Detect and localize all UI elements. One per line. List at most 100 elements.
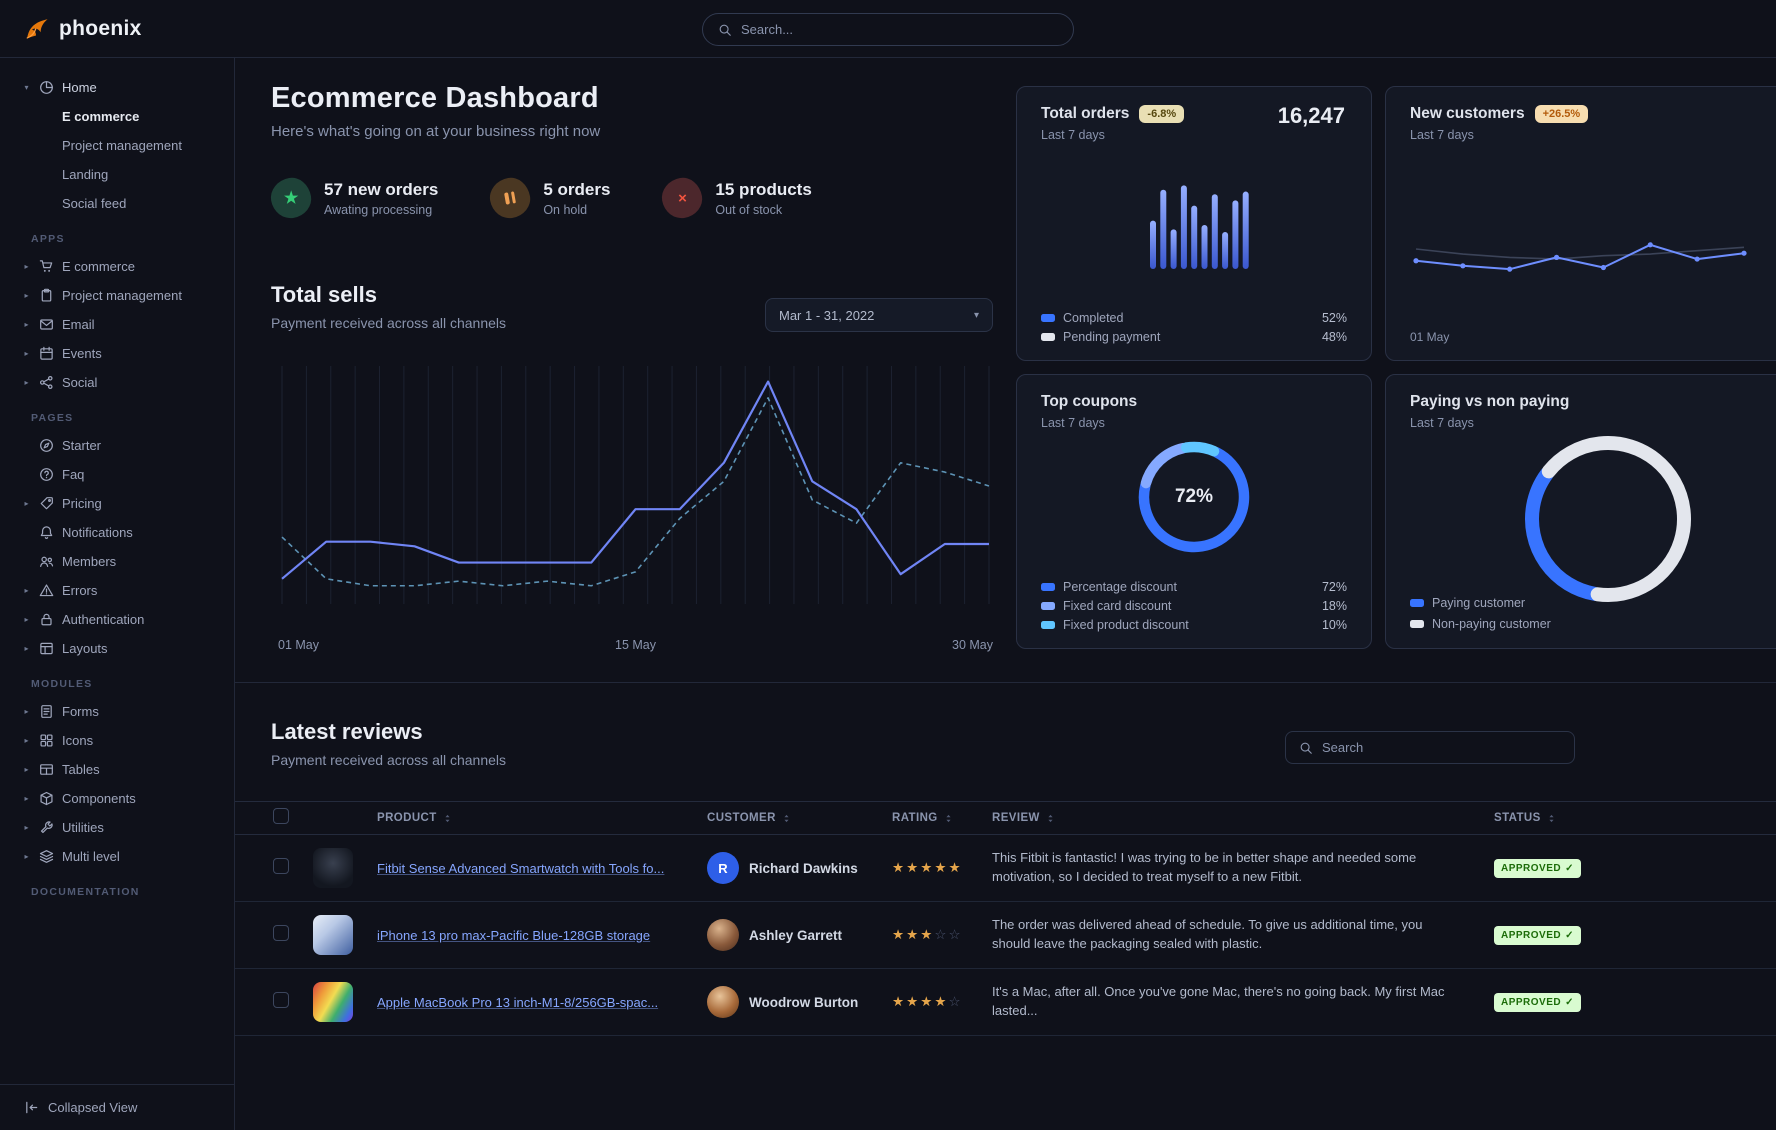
status-badge: APPROVED ✓ [1494,993,1582,1012]
sidebar-item-pricing[interactable]: ▸ Pricing [0,489,234,518]
avatar: R [707,852,739,884]
sidebar-item-social-feed[interactable]: Social feed [62,196,127,211]
row-checkbox[interactable] [273,924,289,941]
sidebar-item-members[interactable]: Members [0,547,234,576]
sidebar-item-components[interactable]: ▸ Components [0,784,234,813]
star-filled-icon: ★ [892,860,907,875]
card-period: Last 7 days [1410,128,1474,142]
orders-bar-chart [1150,185,1249,269]
sidebar-item-label: Events [62,346,102,361]
column-header-product[interactable]: PRODUCT [377,812,707,824]
legend-marker [1041,332,1055,341]
product-thumbnail[interactable] [313,848,353,888]
sidebar-item-landing[interactable]: Landing [62,167,109,182]
page-title: Ecommerce Dashboard [271,82,599,114]
chevron-right-icon: ▸ [24,291,29,300]
sidebar-item-label: Project management [62,288,182,303]
sidebar-item-notifications[interactable]: Notifications [0,518,234,547]
collapsed-view-toggle[interactable]: Collapsed View [0,1084,234,1130]
sidebar-item-project-management[interactable]: ▸ Project management [0,281,234,310]
row-checkbox[interactable] [273,857,289,874]
sidebar-item-social[interactable]: ▸ Social [0,368,234,397]
card-title: Top coupons [1041,393,1138,410]
star-icon: ★ [267,174,315,222]
sidebar-item-label: Forms [62,704,99,719]
sidebar-item-tables[interactable]: ▸ Tables [0,755,234,784]
page-header: Ecommerce Dashboard Here's what's going … [271,82,600,140]
select-all-checkbox[interactable] [273,807,289,824]
mail-icon [39,317,54,332]
stat-new-orders: ★ 57 new orders Awating processing [267,174,438,222]
stat-orders-on-hold: 5 orders On hold [487,174,610,222]
sidebar-item-starter[interactable]: Starter [0,431,234,460]
chevron-right-icon: ▸ [24,707,29,716]
chevron-right-icon: ▸ [24,823,29,832]
sidebar-item-faq[interactable]: Faq [0,460,234,489]
rating-stars: ★★★★★ [892,860,992,876]
reviews-search-input[interactable]: Search [1285,731,1575,764]
sidebar-item-multi-level[interactable]: ▸ Multi level [0,842,234,871]
clipboard-icon [39,288,54,303]
question-icon [39,467,54,482]
legend-marker [1041,313,1055,322]
total-sells-x-axis: 01 May 15 May 30 May [278,638,993,652]
product-thumbnail[interactable] [313,915,353,955]
sidebar-item-email[interactable]: ▸ Email [0,310,234,339]
brand-logo[interactable]: phoenix [24,16,142,42]
stat-caption: Awating processing [324,202,433,217]
legend-item: Pending payment 48% [1041,327,1347,346]
column-header-status[interactable]: STATUS [1494,812,1644,824]
date-range-select[interactable]: Mar 1 - 31, 2022 ▾ [765,298,993,332]
sidebar-item-e-commerce[interactable]: ▸ E commerce [0,252,234,281]
chevron-down-icon: ▾ [973,309,979,321]
sidebar-item-forms[interactable]: ▸ Forms [0,697,234,726]
sidebar-item-label: Notifications [62,525,133,540]
star-filled-icon: ★ [948,860,963,875]
calendar-icon [39,346,54,361]
legend-value: 52% [1321,310,1347,325]
coupons-donut-chart: 72% [1136,439,1252,555]
sidebar-section-title: DOCUMENTATION [31,886,140,898]
star-filled-icon: ★ [934,994,949,1009]
sidebar-item-e-commerce[interactable]: E commerce [62,109,140,124]
sidebar-item-authentication[interactable]: ▸ Authentication [0,605,234,634]
legend-item: Fixed card discount 18% [1041,596,1347,615]
global-search-input[interactable]: Search... [702,13,1074,46]
row-checkbox[interactable] [273,991,289,1008]
legend-label: Percentage discount [1063,579,1177,594]
sidebar-item-label: Home [62,79,97,95]
column-header-rating[interactable]: RATING [892,812,992,824]
column-header-review[interactable]: REVIEW [992,812,1494,824]
sidebar-item-errors[interactable]: ▸ Errors [0,576,234,605]
chevron-right-icon: ▸ [24,644,29,653]
product-link[interactable]: Fitbit Sense Advanced Smartwatch with To… [377,860,665,876]
sidebar-item-utilities[interactable]: ▸ Utilities [0,813,234,842]
sidebar-section-title: APPS [31,233,65,245]
product-thumbnail[interactable] [313,982,353,1022]
wrench-icon [39,820,54,835]
donut-center-label: 72% [1174,486,1214,507]
sidebar-item-icons[interactable]: ▸ Icons [0,726,234,755]
sidebar-item-home[interactable]: ▾ Home [0,72,234,102]
check-icon: ✓ [1565,997,1575,1008]
sidebar-item-layouts[interactable]: ▸ Layouts [0,634,234,663]
change-badge: +26.5% [1534,105,1589,123]
stat-caption: On hold [543,202,588,217]
legend-value: 10% [1321,617,1347,632]
total-sells-subtitle: Payment received across all channels [271,315,507,331]
table-row: iPhone 13 pro max-Pacific Blue-128GB sto… [235,902,1776,969]
collapse-sidebar-icon [24,1100,39,1115]
sidebar-item-project-management[interactable]: Project management [62,138,182,153]
sidebar-item-events[interactable]: ▸ Events [0,339,234,368]
date-range-value: Mar 1 - 31, 2022 [779,307,875,323]
product-link[interactable]: iPhone 13 pro max-Pacific Blue-128GB sto… [377,927,651,943]
sort-icon [442,813,453,824]
chevron-right-icon: ▸ [24,320,29,329]
sidebar-item-label: Tables [62,762,100,777]
check-icon: ✓ [1565,930,1575,941]
product-link[interactable]: Apple MacBook Pro 13 inch-M1-8/256GB-spa… [377,994,659,1010]
top-coupons-card: Top coupons Last 7 days 72% Percentage d… [1016,374,1372,649]
column-header-customer[interactable]: CUSTOMER [707,812,892,824]
legend-marker [1041,601,1055,610]
sidebar-section-title: PAGES [31,412,74,424]
